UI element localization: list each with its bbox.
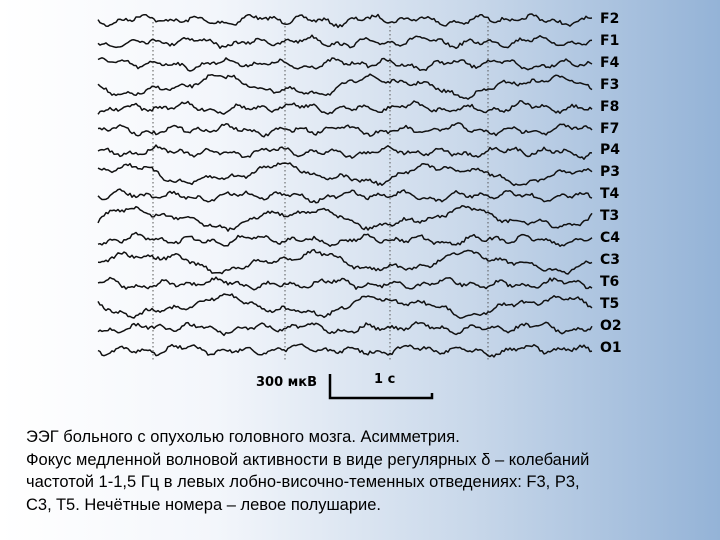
channel-label-p3: P3 xyxy=(600,164,621,181)
channel-label-t6: T6 xyxy=(600,273,620,290)
channel-label-o1: O1 xyxy=(600,339,622,356)
eeg-trace-f8 xyxy=(97,99,593,115)
channel-label-t3: T3 xyxy=(600,208,620,225)
channel-label-t5: T5 xyxy=(600,295,620,312)
caption: ЭЭГ больного с опухолью головного мозга.… xyxy=(26,426,716,516)
eeg-trace-t6 xyxy=(97,276,593,291)
eeg-trace-f4 xyxy=(97,57,593,72)
eeg-trace-f2 xyxy=(97,13,593,29)
channel-label-p4: P4 xyxy=(600,142,621,159)
eeg-traces xyxy=(97,13,593,400)
channel-label-f8: F8 xyxy=(600,98,620,115)
eeg-panel: F2 F1 F4 F3 F8 F7 P4 P3 T4 T3 C4 C3 T6 T5 O2 O1 300 мкВ… xyxy=(97,11,622,400)
amplitude-scale-label: 300 мкВ xyxy=(256,375,318,390)
channel-label-f1: F1 xyxy=(600,32,620,49)
channel-label-f7: F7 xyxy=(600,120,620,137)
channel-label-f4: F4 xyxy=(600,54,620,71)
eeg-trace-c3 xyxy=(97,248,593,275)
eeg-trace-f7 xyxy=(97,122,593,138)
eeg-trace-t3 xyxy=(97,205,593,232)
eeg-trace-p3 xyxy=(97,162,593,187)
channel-label-f2: F2 xyxy=(600,11,620,27)
eeg-trace-t5 xyxy=(97,293,593,319)
eeg-trace-o2 xyxy=(97,321,593,337)
channel-label-o2: O2 xyxy=(600,317,622,334)
caption-line-4: C3, T5. Нечётные номера – левое полушари… xyxy=(26,495,382,514)
channel-label-f3: F3 xyxy=(600,76,620,93)
eeg-trace-t4 xyxy=(97,188,593,204)
caption-line-2: Фокус медленной волновой активности в ви… xyxy=(26,450,590,469)
eeg-trace-o1 xyxy=(97,343,593,358)
channel-label-c3: C3 xyxy=(600,251,621,268)
eeg-trace-p4 xyxy=(97,144,593,160)
eeg-trace-f3 xyxy=(97,73,593,100)
channel-label-c4: C4 xyxy=(600,230,621,246)
calibration-bar xyxy=(328,374,434,400)
channel-label-t4: T4 xyxy=(600,186,620,203)
caption-line-3: частотой 1-1,5 Гц в левых лобно-височно-… xyxy=(26,473,580,491)
time-scale-label: 1 с xyxy=(374,372,396,387)
eeg-trace-c4 xyxy=(97,231,593,247)
eeg-trace-f1 xyxy=(97,34,593,50)
caption-line-1: ЭЭГ больного с опухолью головного мозга.… xyxy=(26,428,460,446)
